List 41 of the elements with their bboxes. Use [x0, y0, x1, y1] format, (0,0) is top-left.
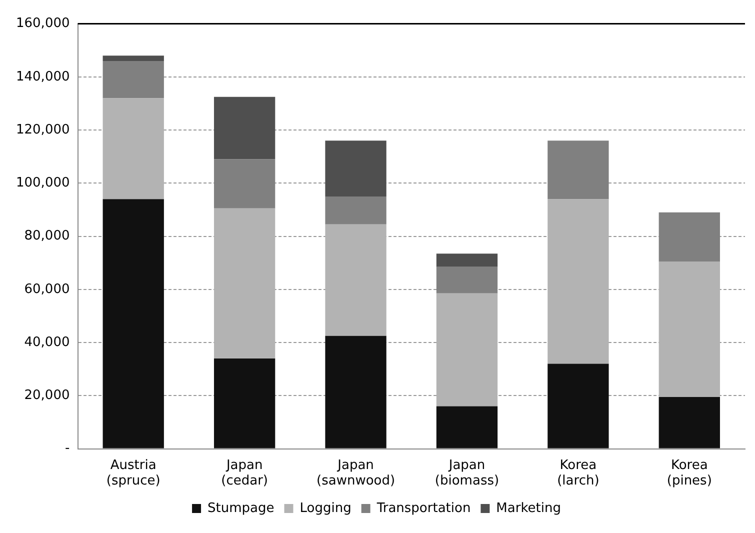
- y-tick-label: 80,000: [24, 228, 70, 244]
- y-tick-label: 140,000: [16, 69, 70, 84]
- x-tick-label: Japan (cedar): [221, 458, 268, 489]
- x-tick-label: Austria (spruce): [106, 458, 160, 489]
- bar: [436, 293, 498, 406]
- y-tick-label: -: [65, 441, 70, 456]
- y-tick-label: 100,000: [16, 176, 70, 191]
- bar: [548, 364, 609, 448]
- bar: [436, 406, 498, 448]
- bar: [214, 358, 276, 448]
- legend-label: Stumpage: [208, 500, 274, 516]
- x-tick-label: Japan (biomass): [434, 458, 500, 489]
- bar: [658, 212, 720, 262]
- bar: [214, 96, 276, 160]
- bar: [102, 56, 164, 61]
- y-tick-label: 40,000: [24, 334, 70, 350]
- bar: [658, 397, 720, 448]
- x-tick-label: Korea (larch): [557, 458, 600, 489]
- bar: [325, 140, 386, 196]
- bar: [436, 254, 498, 267]
- bar: [325, 336, 386, 448]
- bar: [436, 266, 498, 294]
- bar: [325, 224, 386, 336]
- y-tick-label: 120,000: [16, 122, 70, 138]
- legend-label: Marketing: [496, 500, 561, 516]
- y-tick-label: 60,000: [24, 282, 70, 297]
- bar: [102, 60, 164, 98]
- legend-label: Logging: [300, 500, 352, 516]
- x-tick-label: Korea (pines): [666, 458, 712, 489]
- bar: [548, 199, 609, 364]
- bar: [102, 98, 164, 200]
- bar: [658, 262, 720, 398]
- y-tick-label: 160,000: [16, 16, 70, 32]
- bar: [102, 199, 164, 448]
- legend-label: Transportation: [376, 500, 471, 516]
- x-tick-label: Japan (sawnwood): [316, 458, 396, 489]
- bar: [214, 208, 276, 358]
- y-tick-label: 20,000: [24, 388, 70, 404]
- bar: [325, 196, 386, 224]
- bar: [548, 140, 609, 200]
- bar: [214, 159, 276, 208]
